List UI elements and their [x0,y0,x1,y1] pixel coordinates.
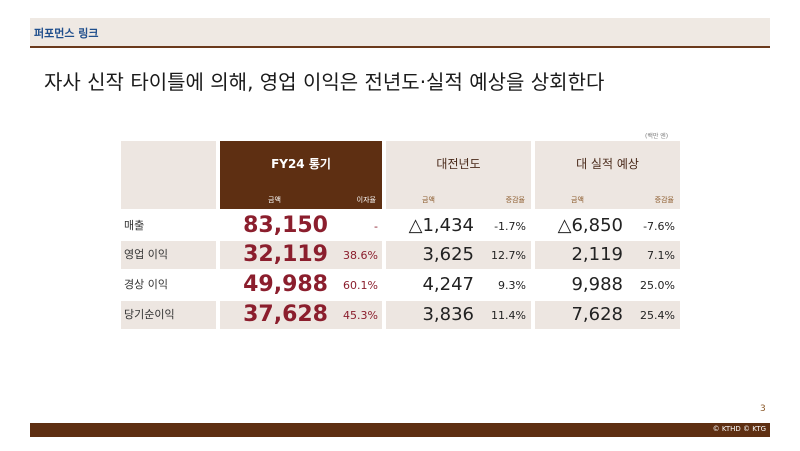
fy24-amount: 37,628 [243,302,328,327]
prev-change: 9.3% [498,279,526,292]
slide-headline: 자사 신작 타이틀에 의해, 영업 이익은 전년도·실적 예상을 상회한다 [44,70,605,94]
sub-change-label: 증감율 [654,196,674,204]
forecast-amount: 9,988 [571,274,623,295]
row-label: 영업 이익 [124,248,168,261]
row-label: 당기순이익 [124,308,175,321]
top-banner: 퍼포먼스 링크 [30,18,770,48]
header-forecast-sub: 금액 증감율 [535,187,680,209]
row-label: 경상 이익 [124,278,168,291]
row-bg [121,241,216,269]
fy24-amount: 32,119 [243,242,328,267]
row-bg [220,301,382,329]
sub-amount-label: 금액 [422,196,435,204]
forecast-change: 25.0% [640,279,675,292]
row-bg [386,301,531,329]
sub-margin-label: 이자율 [356,196,376,204]
header-fy24: FY24 통기 [220,141,382,187]
fy24-amount: 49,988 [243,272,328,297]
forecast-change: -7.6% [643,220,675,233]
fy24-margin: - [374,220,378,233]
header-blank [121,141,216,209]
fy24-margin: 60.1% [343,279,378,292]
prev-amount: 4,247 [422,274,474,295]
row-bg [535,301,680,329]
row-label: 매출 [124,219,145,232]
prev-amount: △1,434 [408,215,474,236]
unit-note: (백만 엔) [645,133,669,140]
row-bg [535,241,680,269]
forecast-amount: 7,628 [571,304,623,325]
sub-amount-label: 금액 [571,196,584,204]
fy24-amount: 83,150 [243,213,328,238]
header-prev-sub: 금액 증감율 [386,187,531,209]
forecast-amount: 2,119 [571,244,623,265]
fy24-margin: 45.3% [343,309,378,322]
prev-amount: 3,625 [422,244,474,265]
prev-change: -1.7% [494,220,526,233]
header-forecast: 대 실적 예상 [535,141,680,187]
forecast-change: 25.4% [640,309,675,322]
prev-amount: 3,836 [422,304,474,325]
forecast-amount: △6,850 [557,215,623,236]
page-number: 3 [760,404,766,414]
sub-change-label: 증감율 [505,196,525,204]
footer-bar: © KTHD © KTG [30,423,770,437]
prev-change: 12.7% [491,249,526,262]
row-bg [386,241,531,269]
copyright: © KTHD © KTG [712,425,766,433]
forecast-change: 7.1% [647,249,675,262]
section-label: 퍼포먼스 링크 [34,27,99,40]
row-bg [220,241,382,269]
row-bg [121,301,216,329]
sub-amount-label: 금액 [268,196,281,204]
fy24-margin: 38.6% [343,249,378,262]
header-fy24-sub: 금액 이자율 [220,187,382,209]
prev-change: 11.4% [491,309,526,322]
header-prev-year: 대전년도 [386,141,531,187]
